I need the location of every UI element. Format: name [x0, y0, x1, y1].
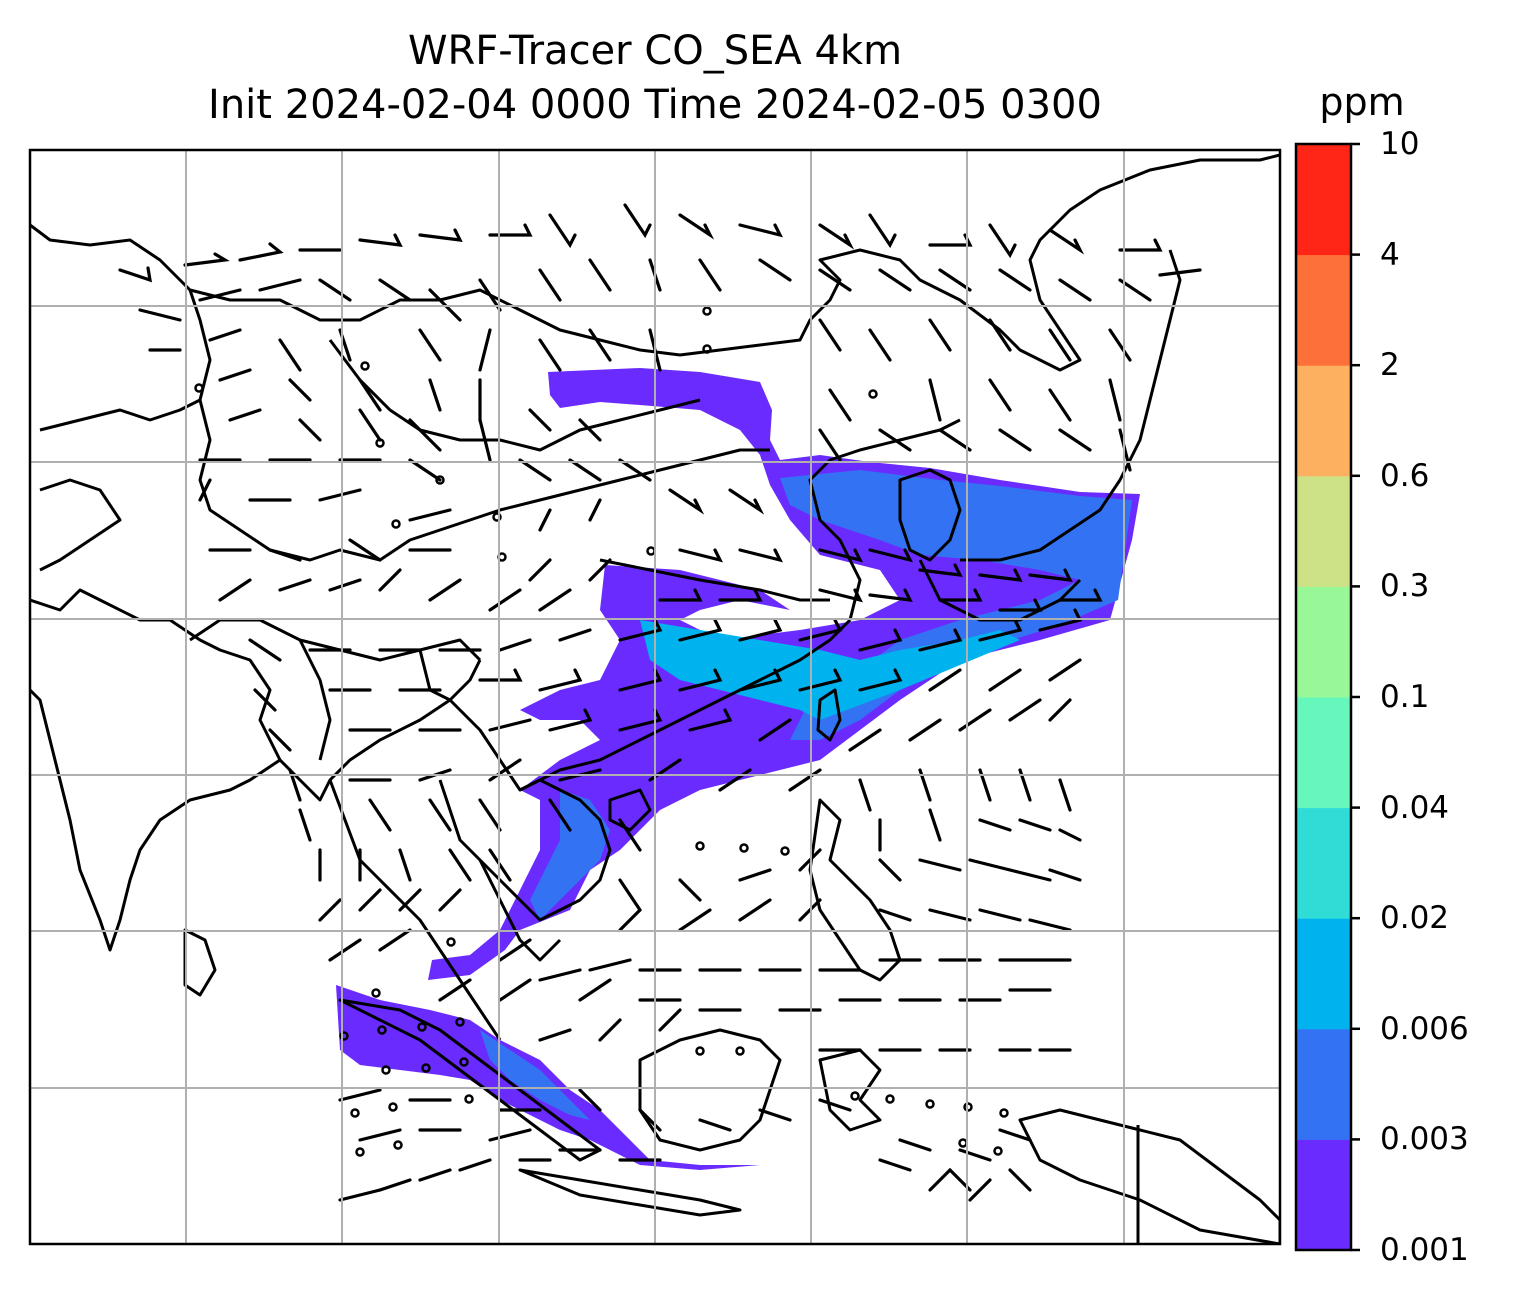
coastline-bay-of-bengal	[278, 659, 482, 802]
colorbar-unit-label: ppm	[1319, 80, 1405, 124]
coastline-china-east	[808, 418, 961, 621]
colorbar-tick-label: 0.04	[1380, 789, 1450, 826]
border-inland-3	[39, 398, 201, 432]
border-inland-9	[599, 558, 830, 602]
coastline-srilanka	[183, 928, 217, 997]
gridlines	[30, 150, 1280, 1244]
colorbar-tick-label: 0.6	[1380, 457, 1430, 494]
coastline-borneo	[638, 1028, 782, 1152]
colorbar-segment	[1296, 475, 1351, 587]
plume-cyan	[640, 620, 1020, 720]
coastline-japan	[960, 249, 1182, 562]
colorbar-tick-label: 0.003	[1380, 1121, 1469, 1158]
colorbar-segment	[1296, 807, 1351, 919]
coastline-hainan	[608, 788, 652, 832]
coastline-philippines	[808, 798, 902, 982]
colorbar-segment	[1296, 365, 1351, 477]
coastline-java	[518, 1168, 742, 1217]
border-inland-7	[418, 649, 451, 702]
colorbar-tick-label: 0.1	[1380, 679, 1430, 715]
map-frame	[28, 148, 1282, 1246]
colorbar-tick-label: 0.001	[1380, 1232, 1469, 1268]
chart-title-line1: WRF-Tracer CO_SEA 4km	[407, 28, 903, 74]
colorbar-tick-label: 4	[1380, 236, 1400, 273]
colorbar-segment	[1296, 254, 1351, 366]
coastline-new-guinea	[1018, 1108, 1280, 1244]
border-inland-6	[298, 639, 332, 761]
plume-vietnam	[530, 790, 610, 920]
plume-south-inner	[480, 1030, 590, 1120]
calm-wind-markers	[194, 306, 1009, 1157]
wind-barbs	[118, 203, 1202, 1202]
colorbar	[1294, 142, 1360, 1252]
colorbar-segment	[1296, 697, 1351, 809]
colorbar-tick-label: 0.02	[1380, 900, 1450, 937]
colorbar-tick-label: 0.3	[1380, 568, 1430, 605]
colorbar-segment	[1296, 1028, 1351, 1140]
coastline-taiwan	[816, 688, 842, 742]
colorbar-tick-label: 10	[1380, 126, 1420, 162]
coastline-korea	[898, 468, 962, 562]
colorbar-tick-label: 2	[1380, 347, 1400, 384]
colorbar-segment	[1296, 144, 1351, 256]
colorbar-segment	[1296, 586, 1351, 698]
coastline-china-south	[519, 618, 852, 792]
coastline-myanmar-malay	[328, 779, 502, 1041]
colorbar-tick-label: 0.006	[1380, 1010, 1469, 1047]
chart-title-line2: Init 2024-02-04 0000 Time 2024-02-05 030…	[208, 82, 1102, 128]
colorbar-segment	[1296, 918, 1351, 1030]
colorbar-segment	[1296, 1139, 1351, 1251]
coastline-sulawesi	[818, 1048, 882, 1132]
border-inland-8	[478, 859, 562, 962]
coastline-india	[30, 588, 282, 952]
coastline-sumatra	[338, 998, 602, 1162]
border-inland-4	[39, 478, 122, 572]
